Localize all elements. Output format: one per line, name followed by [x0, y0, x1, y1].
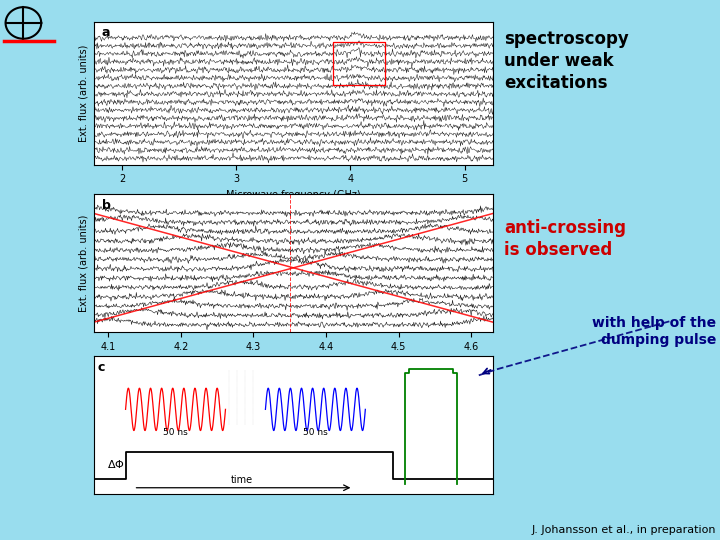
Text: 50 ns: 50 ns: [163, 428, 188, 437]
Text: J. Johansson et al., in preparation: J. Johansson et al., in preparation: [532, 524, 716, 535]
Text: c: c: [98, 361, 105, 374]
X-axis label: Microwave frequency (GHz): Microwave frequency (GHz): [226, 190, 361, 200]
Text: with help of the
dumping pulse: with help of the dumping pulse: [593, 316, 716, 347]
X-axis label: Microwave frequency (GHz): Microwave frequency (GHz): [226, 357, 361, 367]
Text: a: a: [102, 26, 110, 39]
Text: b: b: [102, 199, 110, 212]
Y-axis label: Ext. flux (arb. units): Ext. flux (arb. units): [78, 44, 88, 142]
Text: time: time: [230, 475, 253, 484]
Text: anti-crossing
is observed: anti-crossing is observed: [504, 219, 626, 259]
Y-axis label: Ext. flux (arb. units): Ext. flux (arb. units): [78, 214, 88, 312]
Text: $\Delta\Phi$: $\Delta\Phi$: [107, 458, 125, 470]
Text: 50 ns: 50 ns: [303, 428, 328, 437]
Text: spectroscopy
under weak
excitations: spectroscopy under weak excitations: [504, 30, 629, 92]
